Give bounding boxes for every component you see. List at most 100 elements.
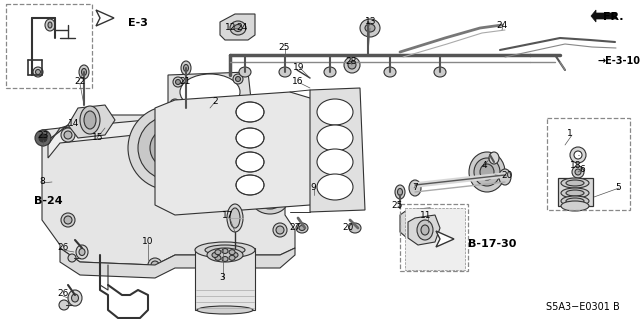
Ellipse shape	[252, 144, 288, 172]
Polygon shape	[96, 10, 114, 26]
Ellipse shape	[421, 225, 429, 235]
Ellipse shape	[68, 290, 82, 306]
Ellipse shape	[64, 131, 72, 139]
Ellipse shape	[570, 147, 586, 163]
Text: 3: 3	[219, 272, 225, 281]
Text: 10: 10	[142, 238, 154, 247]
Ellipse shape	[175, 79, 180, 85]
Text: 24: 24	[497, 20, 508, 29]
Ellipse shape	[395, 185, 405, 199]
Ellipse shape	[61, 213, 75, 227]
Text: 19: 19	[293, 63, 305, 72]
Bar	[558, 178, 593, 206]
Ellipse shape	[258, 126, 282, 144]
Ellipse shape	[151, 261, 159, 269]
Ellipse shape	[138, 116, 202, 180]
Ellipse shape	[384, 67, 396, 77]
Ellipse shape	[236, 175, 264, 195]
Ellipse shape	[45, 19, 55, 31]
Polygon shape	[155, 92, 340, 215]
Ellipse shape	[61, 128, 75, 142]
Ellipse shape	[215, 250, 221, 255]
Text: 26: 26	[58, 290, 68, 299]
Ellipse shape	[236, 152, 264, 172]
Ellipse shape	[173, 101, 177, 107]
Ellipse shape	[499, 169, 511, 185]
Ellipse shape	[236, 102, 264, 122]
Ellipse shape	[561, 178, 589, 188]
Text: 6: 6	[579, 165, 585, 174]
Text: B-24: B-24	[34, 196, 63, 206]
Ellipse shape	[252, 166, 288, 194]
Text: 20: 20	[501, 170, 513, 180]
Ellipse shape	[215, 255, 221, 260]
Ellipse shape	[76, 245, 88, 259]
Polygon shape	[42, 115, 295, 265]
Ellipse shape	[184, 64, 189, 71]
Ellipse shape	[474, 158, 500, 186]
Ellipse shape	[252, 121, 288, 149]
Ellipse shape	[68, 254, 76, 262]
Polygon shape	[168, 72, 252, 112]
Text: 28: 28	[346, 57, 356, 66]
Ellipse shape	[180, 74, 240, 110]
Ellipse shape	[480, 164, 494, 180]
Ellipse shape	[417, 220, 433, 240]
Text: 21: 21	[179, 78, 191, 86]
Ellipse shape	[238, 101, 248, 111]
Ellipse shape	[230, 208, 240, 228]
Text: 17: 17	[222, 211, 234, 219]
Ellipse shape	[299, 226, 305, 231]
Ellipse shape	[276, 226, 284, 234]
Ellipse shape	[241, 103, 246, 108]
Ellipse shape	[227, 204, 243, 232]
Polygon shape	[436, 231, 454, 247]
Ellipse shape	[205, 245, 245, 255]
Ellipse shape	[469, 152, 505, 192]
Ellipse shape	[348, 61, 356, 69]
Ellipse shape	[566, 198, 584, 204]
Bar	[400, 204, 468, 271]
Ellipse shape	[561, 188, 589, 198]
Text: 14: 14	[68, 118, 80, 128]
Text: 12: 12	[225, 24, 237, 33]
Text: 23: 23	[37, 131, 49, 140]
Text: 1: 1	[567, 129, 573, 137]
Ellipse shape	[236, 128, 264, 148]
Bar	[405, 208, 465, 270]
Ellipse shape	[252, 186, 288, 214]
Ellipse shape	[232, 253, 238, 257]
Text: 13: 13	[365, 18, 377, 26]
Bar	[195, 248, 255, 310]
Ellipse shape	[197, 306, 253, 314]
Ellipse shape	[317, 149, 353, 175]
Ellipse shape	[150, 128, 190, 168]
Text: E-3: E-3	[128, 18, 148, 28]
Ellipse shape	[222, 256, 228, 262]
Polygon shape	[220, 14, 255, 40]
Text: 5: 5	[615, 183, 621, 192]
Ellipse shape	[317, 174, 353, 200]
Ellipse shape	[229, 255, 235, 260]
Ellipse shape	[212, 253, 218, 257]
Text: 4: 4	[481, 160, 487, 169]
Ellipse shape	[279, 67, 291, 77]
Ellipse shape	[173, 77, 183, 87]
Text: 22: 22	[74, 78, 86, 86]
Ellipse shape	[181, 61, 191, 75]
Ellipse shape	[222, 249, 228, 254]
Ellipse shape	[128, 106, 212, 190]
Bar	[6, 4, 92, 88]
Ellipse shape	[148, 258, 162, 272]
Ellipse shape	[79, 65, 89, 79]
Ellipse shape	[233, 74, 243, 84]
Ellipse shape	[349, 223, 361, 233]
Text: 18: 18	[570, 160, 582, 169]
Ellipse shape	[170, 99, 180, 109]
Ellipse shape	[409, 180, 421, 196]
Text: 7: 7	[412, 183, 418, 192]
Ellipse shape	[35, 130, 51, 146]
Text: 2: 2	[212, 98, 218, 107]
Text: 24: 24	[236, 24, 248, 33]
Ellipse shape	[84, 111, 96, 129]
